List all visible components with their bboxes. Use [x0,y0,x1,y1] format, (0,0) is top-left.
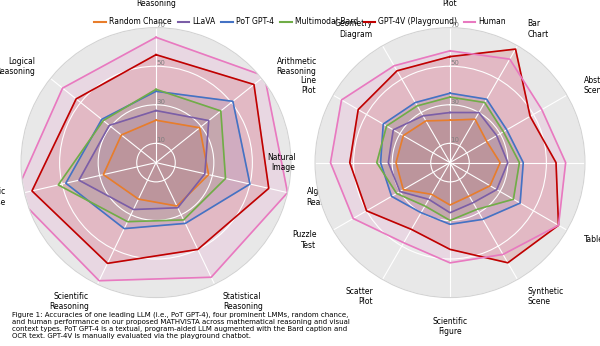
Polygon shape [15,37,287,281]
Polygon shape [350,49,559,263]
Polygon shape [396,119,500,205]
Polygon shape [331,51,566,263]
Polygon shape [377,97,520,220]
Legend: Random Chance, LLaVA, PoT GPT-4, Multimodal Bard, GPT-4V (Playground), Human: Random Chance, LLaVA, PoT GPT-4, Multimo… [91,14,509,29]
Text: Figure 1: Accuracies of one leading LLM (i.e., PoT GPT-4), four prominent LMMs, : Figure 1: Accuracies of one leading LLM … [12,311,350,339]
Polygon shape [66,91,250,229]
Polygon shape [103,120,209,206]
Polygon shape [79,111,209,210]
Polygon shape [388,112,508,213]
Polygon shape [58,89,226,222]
Polygon shape [380,93,523,224]
Polygon shape [32,55,269,263]
